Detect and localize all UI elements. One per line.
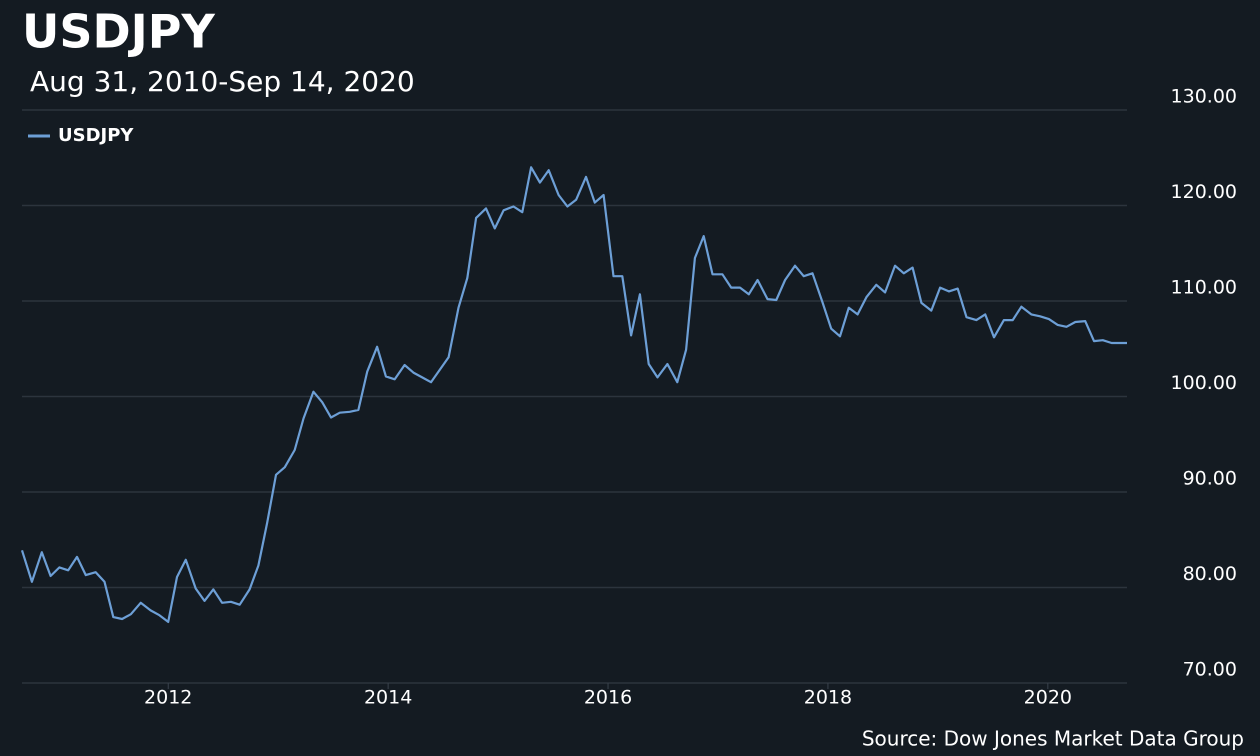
y-tick-label: 90.00 xyxy=(1183,468,1237,490)
x-tick-label: 2014 xyxy=(364,687,412,709)
source: Source: Dow Jones Market Data Group xyxy=(862,727,1244,751)
x-tick-label: 2016 xyxy=(584,687,632,709)
x-tick-label: 2020 xyxy=(1024,687,1072,709)
y-tick-label: 130.00 xyxy=(1171,86,1237,108)
legend-label: USDJPY xyxy=(58,125,134,146)
x-tick-label: 2018 xyxy=(804,687,852,709)
y-tick-label: 80.00 xyxy=(1183,563,1237,585)
chart-title: USDJPY xyxy=(22,5,215,59)
y-tick-label: 120.00 xyxy=(1171,181,1237,203)
x-tick-label: 2012 xyxy=(144,687,192,709)
y-tick-label: 70.00 xyxy=(1183,659,1237,681)
chart-subtitle: Aug 31, 2010-Sep 14, 2020 xyxy=(30,65,415,98)
y-tick-label: 110.00 xyxy=(1171,277,1237,299)
line xyxy=(20,166,1127,623)
y-tick-label: 100.00 xyxy=(1171,372,1237,394)
